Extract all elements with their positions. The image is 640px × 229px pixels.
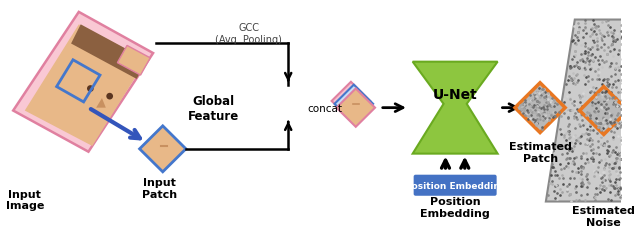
Polygon shape — [515, 83, 565, 133]
Text: GCC
(Avg. Pooling): GCC (Avg. Pooling) — [215, 23, 282, 45]
FancyBboxPatch shape — [413, 175, 497, 196]
Text: Position Embedding: Position Embedding — [404, 181, 506, 190]
Polygon shape — [332, 82, 370, 121]
Text: Input
Patch: Input Patch — [142, 177, 177, 199]
Text: concat: concat — [307, 103, 342, 113]
Text: Global
Feature: Global Feature — [188, 94, 239, 122]
Polygon shape — [413, 63, 498, 154]
Polygon shape — [25, 25, 147, 146]
Polygon shape — [13, 13, 153, 152]
Text: Estimated
Patch: Estimated Patch — [509, 141, 572, 163]
Polygon shape — [546, 20, 640, 202]
Circle shape — [87, 86, 93, 93]
Polygon shape — [580, 87, 628, 135]
Polygon shape — [337, 89, 375, 127]
Polygon shape — [117, 46, 150, 76]
Polygon shape — [140, 126, 186, 172]
Circle shape — [106, 93, 113, 100]
Polygon shape — [335, 85, 373, 123]
Text: Estimated
Noise: Estimated Noise — [572, 205, 635, 227]
Text: Position
Embedding: Position Embedding — [420, 196, 490, 218]
Text: Input
Image: Input Image — [6, 189, 44, 210]
Text: U-Net: U-Net — [433, 88, 477, 102]
Polygon shape — [96, 99, 106, 108]
Polygon shape — [71, 25, 147, 79]
